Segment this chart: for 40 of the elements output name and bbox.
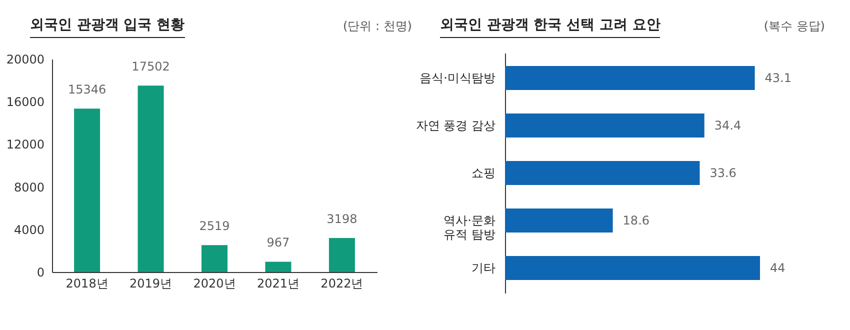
y-tick-label: 12000	[6, 138, 44, 152]
y-tick-label: 16000	[6, 95, 44, 110]
y-tick-label: 역사·문화 유적 탐방	[444, 214, 496, 242]
data-label: 17502	[132, 60, 170, 74]
bar	[505, 256, 760, 280]
x-tick-label: 2022년	[320, 276, 364, 290]
bar	[505, 208, 613, 233]
chart-title: 외국인 관광객 입국 현황	[30, 16, 185, 38]
data-label: 2519	[199, 219, 230, 234]
text: (복수 응답)	[764, 18, 825, 35]
data-label: 18.6	[622, 214, 650, 228]
data-label: 3198	[326, 212, 358, 226]
data-label: 44	[770, 261, 786, 276]
x-tick-label: 2019년	[130, 276, 172, 290]
y-tick-label: 쇼핑	[472, 166, 496, 180]
data-label: 34.4	[714, 118, 742, 132]
y-tick-label: 0	[36, 266, 44, 280]
y-tick-label: 8000	[14, 180, 44, 194]
bar	[202, 245, 228, 272]
y-tick-label: 자연 풍경 감상	[416, 118, 496, 132]
x-tick-label: 2021년	[256, 276, 300, 290]
bar	[505, 113, 704, 138]
y-tick-label: 20000	[6, 52, 44, 66]
bar	[265, 262, 292, 272]
text: (단위 : 천명)	[342, 18, 412, 35]
data-label: 15346	[68, 82, 106, 97]
y-tick-label: 기타	[472, 261, 496, 276]
x-tick-label: 2018년	[66, 276, 108, 290]
bar	[505, 161, 700, 185]
data-label: 43.1	[764, 70, 792, 85]
data-label: 967	[266, 236, 290, 250]
bar	[74, 108, 100, 272]
bar	[138, 86, 164, 272]
bar	[505, 66, 755, 90]
x-tick-label: 2020년	[193, 276, 236, 290]
y-tick-label: 4000	[14, 222, 44, 237]
y-tick-label: 음식·미식탐방	[420, 70, 496, 85]
bar	[328, 238, 355, 272]
chart-title: 외국인 관광객 한국 선택 고려 요안	[440, 16, 660, 38]
data-label: 33.6	[710, 166, 736, 180]
